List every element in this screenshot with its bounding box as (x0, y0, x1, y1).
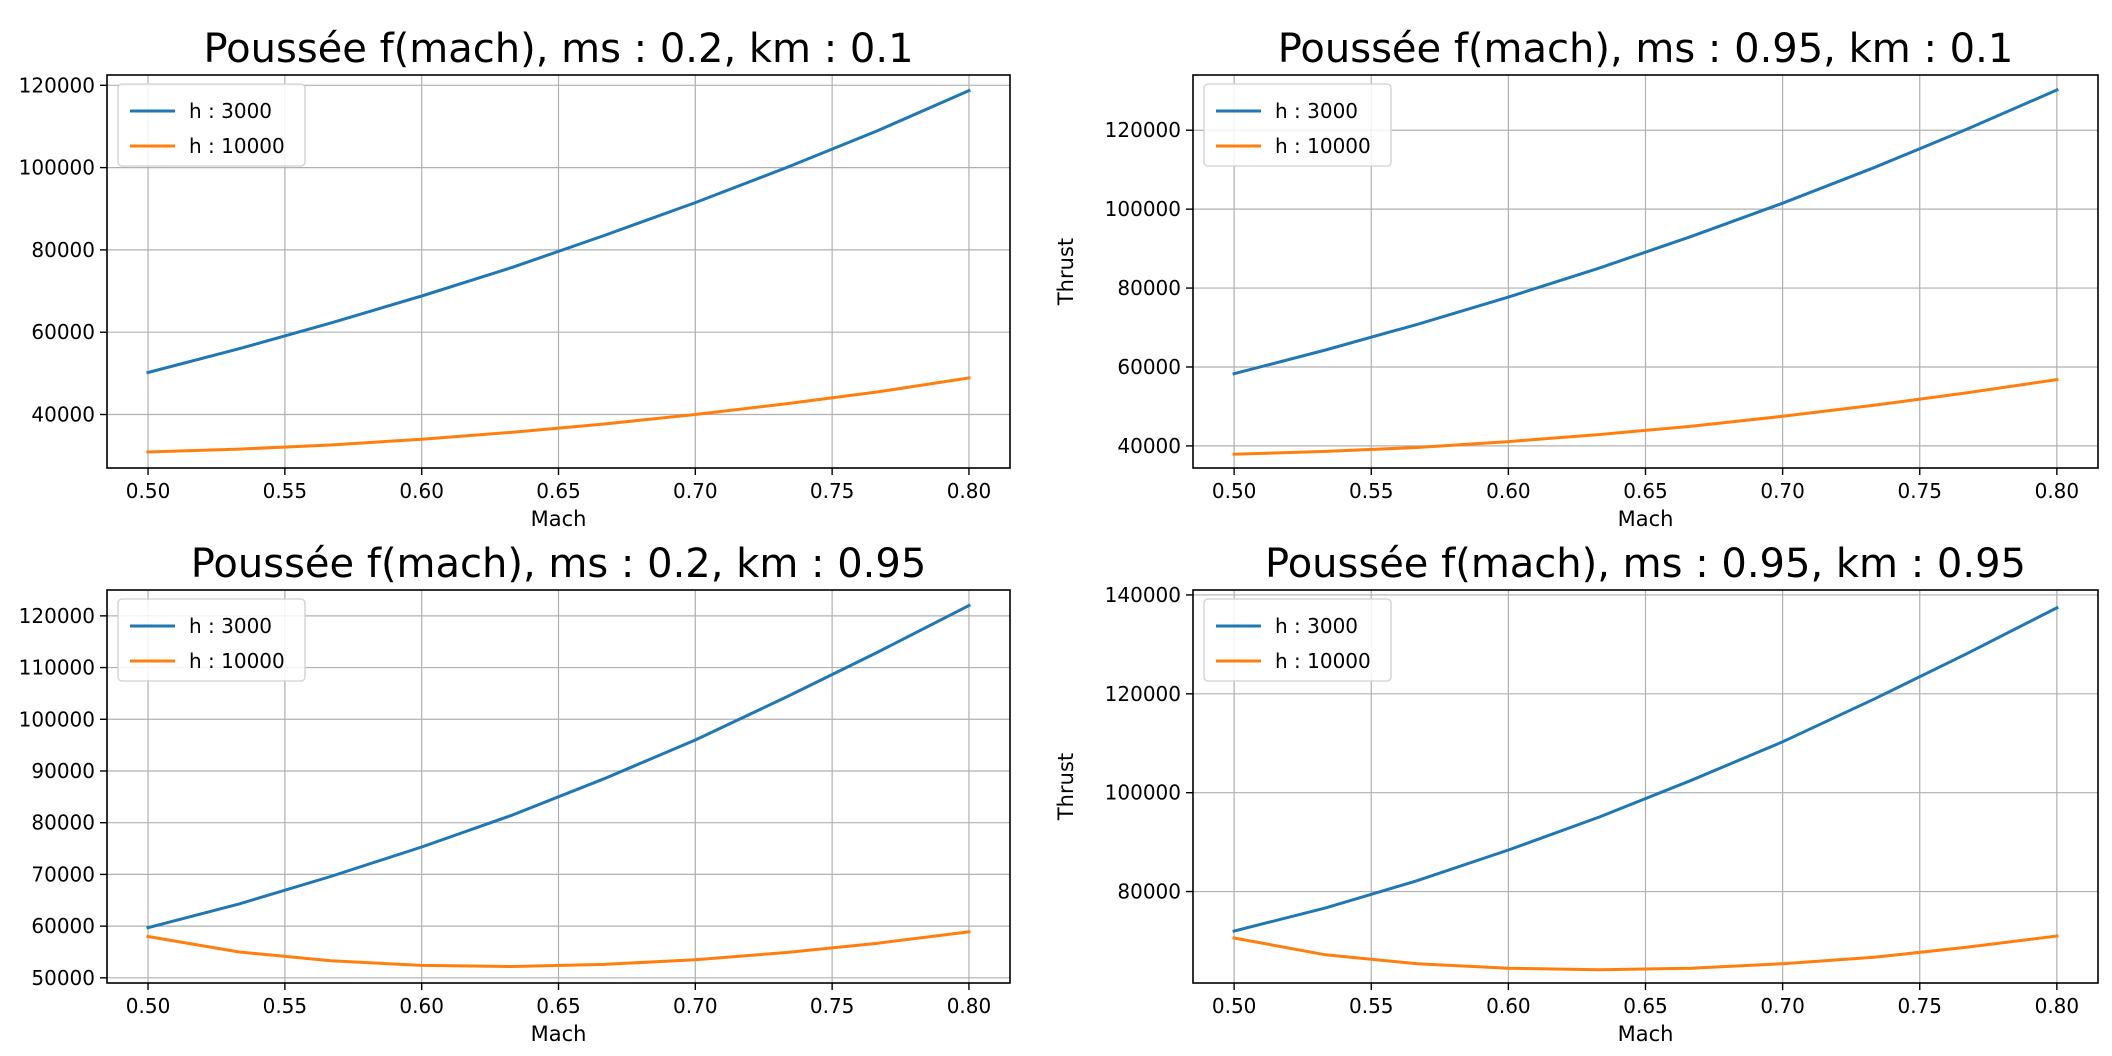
x-tick-label: 0.55 (1349, 994, 1394, 1018)
series-line-2 (1232, 377, 2059, 456)
y-tick-label: 90000 (31, 759, 95, 783)
x-axis-label: Mach (531, 1022, 587, 1046)
y-tick-label: 100000 (19, 707, 95, 731)
legend-label: h : 10000 (1275, 134, 1371, 158)
series-line-1 (146, 88, 971, 375)
y-tick-label: 40000 (31, 403, 95, 427)
series-line-2 (146, 376, 971, 454)
series-line-2 (146, 930, 971, 968)
x-tick-label: 0.80 (947, 994, 992, 1018)
legend: h : 3000 h : 10000 (1203, 83, 1392, 167)
legend-label: h : 10000 (189, 649, 285, 673)
x-tick-label: 0.80 (2035, 479, 2080, 503)
y-axis-label: Thrust (1054, 238, 1078, 306)
x-tick-label: 0.60 (1486, 994, 1531, 1018)
chart-title: Poussée f(mach), ms : 0.2, km : 0.1 (203, 26, 913, 72)
x-tick-label: 0.50 (126, 479, 171, 503)
legend-label: h : 3000 (189, 99, 272, 123)
x-tick-label: 0.65 (1623, 479, 1668, 503)
x-tick-label: 0.60 (399, 479, 444, 503)
x-tick-label: 0.70 (673, 994, 718, 1018)
y-tick-label: 80000 (31, 238, 95, 262)
legend: h : 3000 h : 10000 (1203, 598, 1392, 682)
chart-title: Poussée f(mach), ms : 0.95, km : 0.95 (1265, 541, 2026, 587)
x-axis-label: Mach (1618, 507, 1674, 531)
x-tick-label: 0.65 (1623, 994, 1668, 1018)
y-tick-label: 140000 (1105, 583, 1181, 607)
series-line-1 (1232, 605, 2059, 933)
x-axis-label: Mach (1618, 1022, 1674, 1046)
legend: h : 3000 h : 10000 (117, 598, 306, 682)
chart-panel-3: 0.50 0.55 0.60 0.65 0.70 0.75 0.80 50000 60000 70… (19, 541, 1011, 1046)
x-axis-label: Mach (531, 507, 587, 531)
y-tick-label: 60000 (1117, 355, 1181, 379)
x-tick-label: 0.80 (2035, 994, 2080, 1018)
chart-panel-1: 0.50 0.55 0.60 0.65 0.70 0.75 0.80 40000 60000 80… (19, 26, 1011, 531)
x-tick-label: 0.65 (536, 994, 581, 1018)
x-tick-label: 0.75 (810, 994, 855, 1018)
x-tick-label: 0.50 (1212, 479, 1257, 503)
y-tick-label: 60000 (31, 320, 95, 344)
x-tick-label: 0.60 (1486, 479, 1531, 503)
chart-panel-4: 0.50 0.55 0.60 0.65 0.70 0.75 0.80 80000 100000 1… (1054, 541, 2099, 1046)
x-tick-label: 0.80 (947, 479, 992, 503)
legend-label: h : 10000 (189, 134, 285, 158)
x-tick-label: 0.75 (1897, 479, 1942, 503)
y-tick-label: 40000 (1117, 434, 1181, 458)
x-tick-label: 0.50 (126, 994, 171, 1018)
y-tick-label: 120000 (1105, 682, 1181, 706)
x-tick-label: 0.70 (1760, 994, 1805, 1018)
y-tick-label: 100000 (1105, 781, 1181, 805)
series-line-1 (1232, 88, 2059, 376)
y-tick-label: 80000 (1117, 276, 1181, 300)
y-tick-label: 50000 (31, 966, 95, 990)
legend-label: h : 3000 (1275, 99, 1358, 123)
y-tick-label: 120000 (1105, 118, 1181, 142)
chart-title: Poussée f(mach), ms : 0.2, km : 0.95 (191, 541, 927, 587)
x-tick-label: 0.75 (810, 479, 855, 503)
y-tick-label: 80000 (31, 811, 95, 835)
y-tick-label: 110000 (19, 656, 95, 680)
y-tick-label: 100000 (19, 156, 95, 180)
series-line-1 (146, 603, 972, 930)
x-tick-label: 0.55 (263, 479, 308, 503)
y-tick-label: 120000 (19, 73, 95, 97)
x-tick-label: 0.50 (1212, 994, 1257, 1018)
y-tick-label: 80000 (1117, 880, 1181, 904)
x-tick-label: 0.70 (1760, 479, 1805, 503)
y-tick-label: 100000 (1105, 197, 1181, 221)
y-tick-label: 120000 (19, 604, 95, 628)
y-tick-label: 70000 (31, 862, 95, 886)
legend-label: h : 3000 (1275, 614, 1358, 638)
y-axis-label: Thrust (1054, 753, 1078, 821)
x-tick-label: 0.60 (399, 994, 444, 1018)
chart-panel-2: 0.50 0.55 0.60 0.65 0.70 0.75 0.80 40000 60000 80… (1054, 26, 2099, 531)
chart-title: Poussée f(mach), ms : 0.95, km : 0.1 (1278, 26, 2014, 72)
x-tick-label: 0.55 (1349, 479, 1394, 503)
series-line-2 (1232, 934, 2059, 972)
x-tick-label: 0.70 (673, 479, 718, 503)
legend: h : 3000 h : 10000 (117, 83, 306, 167)
legend-label: h : 10000 (1275, 649, 1371, 673)
x-tick-label: 0.55 (263, 994, 308, 1018)
x-tick-label: 0.75 (1897, 994, 1942, 1018)
legend-label: h : 3000 (189, 614, 272, 638)
x-tick-label: 0.65 (536, 479, 581, 503)
y-tick-label: 60000 (31, 914, 95, 938)
